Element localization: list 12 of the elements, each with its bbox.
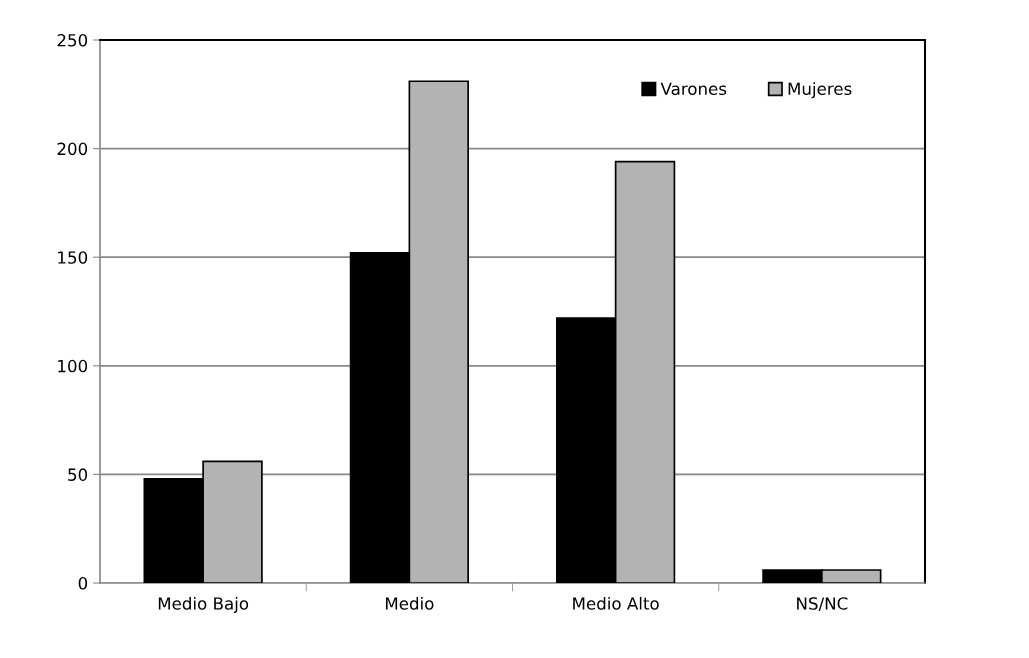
y-tick-label: 0 — [78, 576, 88, 590]
x-tick-label: NS/NC — [797, 597, 848, 612]
y-tick-label: 150 — [58, 251, 88, 264]
y-tick-label: 250 — [57, 33, 88, 47]
y-tick-label: 100 — [58, 359, 88, 373]
legend-label: Mujeres — [788, 82, 852, 99]
x-tick-label: Medio Bajo — [158, 596, 249, 614]
y-tick-label: 200 — [57, 142, 88, 156]
x-tick-label: Medio — [385, 596, 434, 610]
x-tick-label: Medio Alto — [573, 596, 659, 610]
legend-label: Varones — [660, 82, 727, 96]
y-tick-label: 50 — [68, 468, 88, 481]
